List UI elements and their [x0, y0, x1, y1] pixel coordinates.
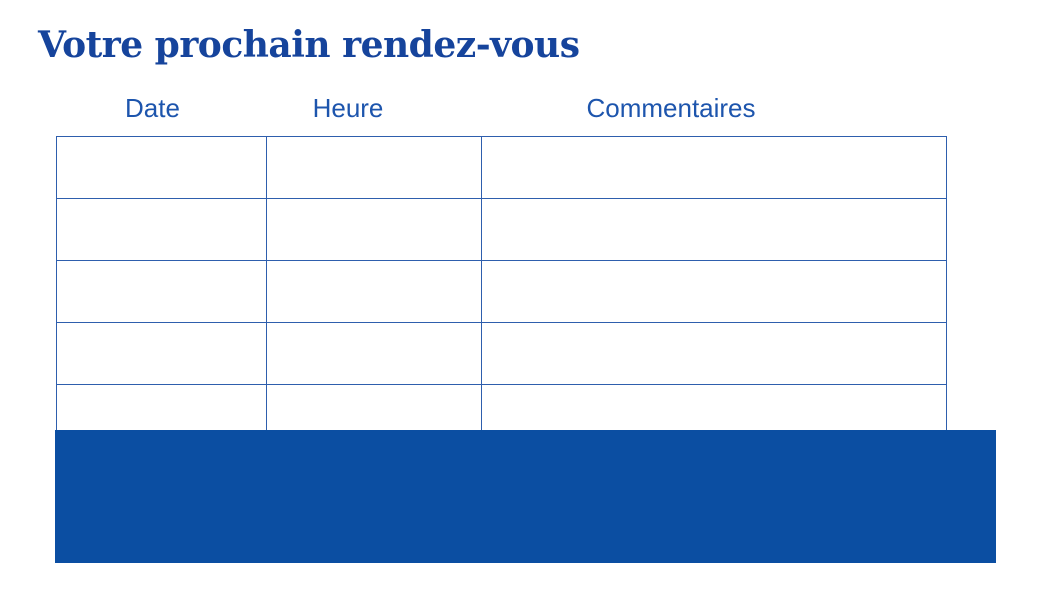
- page-title: Votre prochain rendez-vous: [38, 24, 580, 66]
- table-row: [56, 136, 947, 199]
- table-cell-heure[interactable]: [266, 322, 482, 385]
- table-cell-date[interactable]: [56, 322, 267, 385]
- table-row: [56, 260, 947, 323]
- table-row: [56, 322, 947, 385]
- appointments-table: [56, 136, 947, 447]
- table-cell-date[interactable]: [56, 260, 267, 323]
- table-cell-heure[interactable]: [266, 260, 482, 323]
- table-cell-commentaires[interactable]: [481, 322, 947, 385]
- table-row: [56, 198, 947, 261]
- table-cell-commentaires[interactable]: [481, 260, 947, 323]
- column-header-date: Date: [125, 93, 180, 123]
- blue-banner: [55, 430, 996, 563]
- column-header-heure: Heure: [312, 93, 384, 123]
- table-cell-commentaires[interactable]: [481, 198, 947, 261]
- table-cell-heure[interactable]: [266, 198, 482, 261]
- table-cell-heure[interactable]: [266, 136, 482, 199]
- table-cell-date[interactable]: [56, 136, 267, 199]
- column-header-commentaires: Commentaires: [586, 93, 756, 123]
- table-cell-commentaires[interactable]: [481, 136, 947, 199]
- table-header-row: Date Heure Commentaires: [56, 94, 895, 123]
- table-cell-date[interactable]: [56, 198, 267, 261]
